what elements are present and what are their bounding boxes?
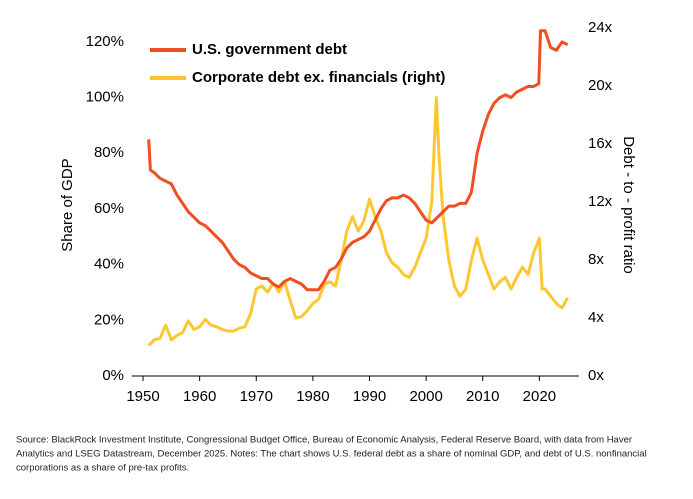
y-tick-label: 80% [94, 144, 124, 161]
x-tick-label: 1970 [240, 388, 273, 405]
x-tick-label: 2010 [466, 388, 499, 405]
y2-tick-label: 4x [588, 309, 604, 326]
y-tick-label: 120% [86, 33, 124, 50]
y2-tick-label: 12x [588, 193, 613, 210]
x-tick-label: 1990 [353, 388, 386, 405]
y-tick-label: 40% [94, 256, 124, 273]
y2-tick-label: 24x [588, 19, 613, 36]
y-tick-label: 0% [102, 367, 124, 384]
y-tick-label: 20% [94, 311, 124, 328]
x-tick-label: 1950 [126, 388, 159, 405]
legend-label: Corporate debt ex. financials (right) [192, 69, 445, 86]
y2-tick-label: 16x [588, 135, 613, 152]
y-axis-title: Share of GDP [59, 158, 76, 251]
footnote: corporations as a share of pre-tax profi… [16, 463, 189, 474]
legend-label: U.S. government debt [192, 41, 347, 58]
y2-axis-title: Debt - to - profit ratio [620, 136, 637, 274]
footnote: Analytics and LSEG Datastream, December … [16, 449, 647, 460]
footnote: Source: BlackRock Investment Institute, … [16, 435, 632, 446]
line-series [147, 29, 569, 292]
y2-tick-label: 8x [588, 251, 604, 268]
y-tick-label: 100% [86, 89, 124, 106]
y2-tick-label: 20x [588, 77, 613, 94]
x-tick-label: 1980 [296, 388, 329, 405]
x-tick-label: 2020 [523, 388, 556, 405]
line-series [147, 96, 569, 347]
y2-tick-label: 0x [588, 367, 604, 384]
x-tick-label: 1960 [183, 388, 216, 405]
x-tick-label: 2000 [409, 388, 442, 405]
y-tick-label: 60% [94, 200, 124, 217]
